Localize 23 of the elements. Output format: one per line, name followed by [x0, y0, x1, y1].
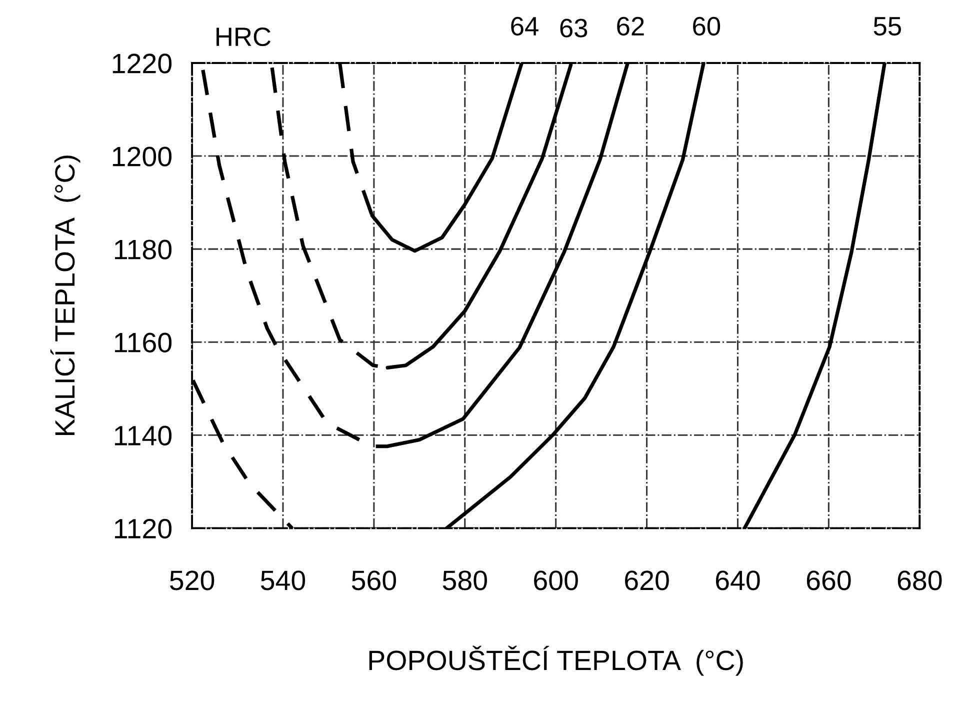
series-label: 55: [874, 17, 901, 36]
y-tick-label: 1140: [114, 426, 172, 446]
y-tick-label: 1220: [112, 54, 172, 74]
x-tick-label: 560: [352, 570, 396, 590]
series-label: 60: [693, 16, 720, 36]
x-tick-label: 580: [442, 570, 487, 590]
x-tick-label: 520: [170, 570, 214, 590]
x-tick-label: 540: [260, 570, 306, 590]
y-tick-label: 1160: [114, 332, 172, 352]
x-tick-label: 660: [806, 570, 851, 590]
y-tick-label: 1180: [114, 240, 172, 260]
y-tick-label: 1200: [112, 146, 172, 166]
series-label: 63: [560, 18, 588, 38]
series-label: 64: [511, 16, 538, 36]
x-tick-label: 680: [898, 570, 942, 590]
x-tick-label: 640: [716, 570, 760, 590]
series-label: 62: [617, 16, 644, 36]
y-axis-title: KALICÍ TEPLOTA (°C): [50, 156, 80, 435]
x-axis-title: POPOUŠTĚCÍ TEPLOTA (°C): [369, 646, 743, 676]
x-tick-label: 600: [534, 570, 578, 590]
y-tick-label: 1120: [114, 518, 172, 539]
text: HRC: [216, 27, 271, 46]
x-tick-label: 620: [625, 570, 669, 590]
